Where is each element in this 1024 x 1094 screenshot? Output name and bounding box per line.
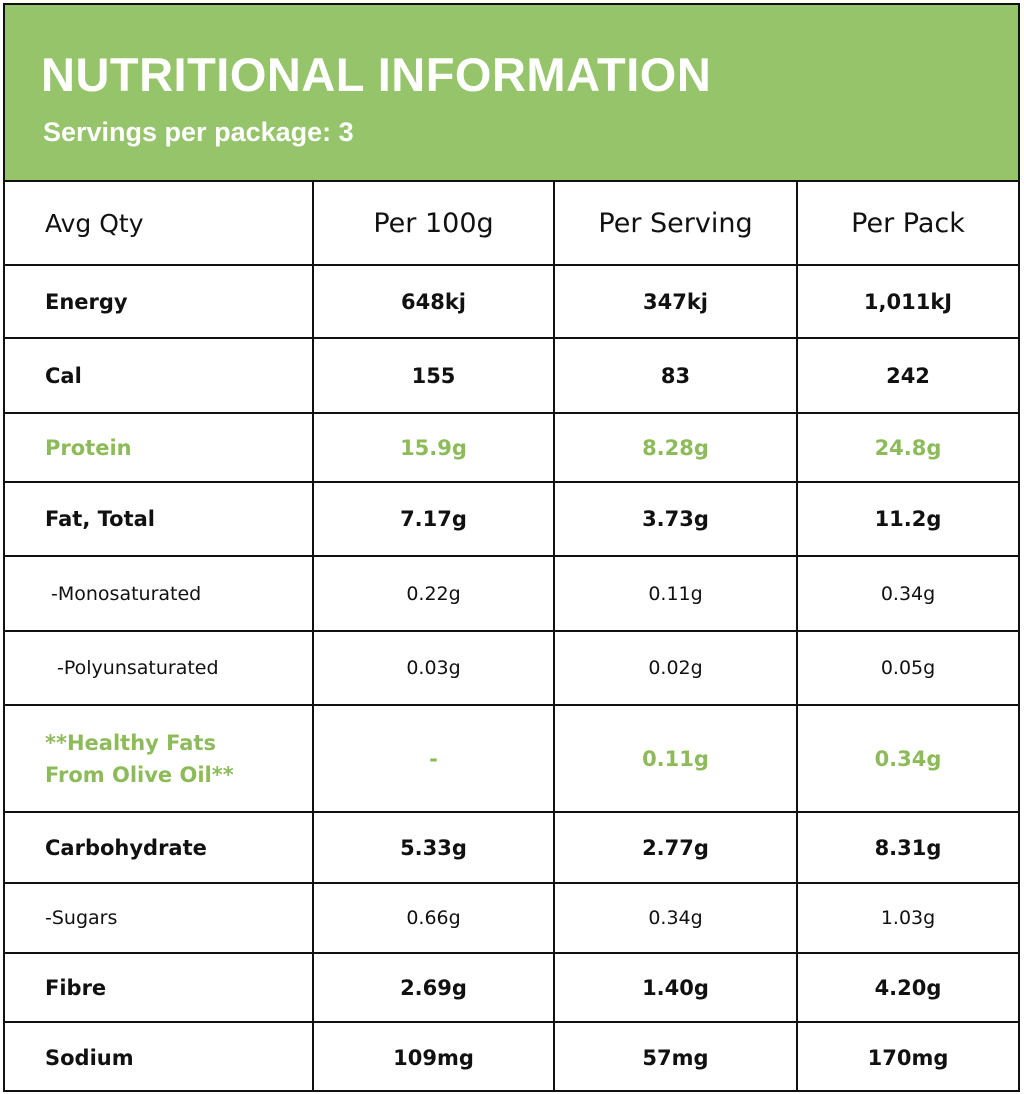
cell: 1,011kJ xyxy=(796,264,1018,339)
row-label: Cal xyxy=(5,337,314,414)
cell: - xyxy=(312,704,555,813)
cell: 1.40g xyxy=(553,952,798,1023)
table-row: Carbohydrate 5.33g 2.77g 8.31g xyxy=(5,811,1018,884)
cell: 242 xyxy=(796,337,1018,414)
column-header: Per Pack xyxy=(796,182,1018,266)
table-row: -Polyunsaturated 0.03g 0.02g 0.05g xyxy=(5,630,1018,706)
cell: 8.31g xyxy=(796,811,1018,884)
cell: 0.66g xyxy=(312,882,555,954)
column-header: Avg Qty xyxy=(5,182,314,266)
table-row: Sodium 109mg 57mg 170mg xyxy=(5,1021,1018,1092)
table-row: Energy 648kj 347kj 1,011kJ xyxy=(5,264,1018,339)
title: NUTRITIONAL INFORMATION xyxy=(41,48,712,101)
cell: 3.73g xyxy=(553,481,798,557)
row-label: Energy xyxy=(5,264,314,339)
cell: 8.28g xyxy=(553,412,798,483)
cell: 170mg xyxy=(796,1021,1018,1092)
cell: 0.02g xyxy=(553,630,798,706)
table-row: Cal 155 83 242 xyxy=(5,337,1018,414)
header-row: Avg Qty Per 100g Per Serving Per Pack xyxy=(5,182,1018,266)
table-row: **Healthy Fats From Olive Oil** -0.11g 0.3… xyxy=(5,704,1018,813)
table-row: -Sugars 0.66g 0.34g 1.03g xyxy=(5,882,1018,954)
cell: 83 xyxy=(553,337,798,414)
row-label: Carbohydrate xyxy=(5,811,314,884)
row-label: **Healthy Fats From Olive Oil** xyxy=(5,704,314,813)
header: NUTRITIONAL INFORMATION Servings per pac… xyxy=(5,5,1018,182)
cell: 0.34g xyxy=(553,882,798,954)
row-label: -Monosaturated xyxy=(5,555,314,632)
row-label: -Polyunsaturated xyxy=(5,630,314,706)
row-label: Sodium xyxy=(5,1021,314,1092)
table-row: Fibre 2.69g 1.40g 4.20g xyxy=(5,952,1018,1023)
cell: 0.03g xyxy=(312,630,555,706)
cell: 1.03g xyxy=(796,882,1018,954)
table-row: Fat, Total 7.17g 3.73g 11.2g xyxy=(5,481,1018,557)
cell: 155 xyxy=(312,337,555,414)
cell: 57mg xyxy=(553,1021,798,1092)
cell: 648kj xyxy=(312,264,555,339)
cell: 0.11g xyxy=(553,555,798,632)
cell: 0.34g xyxy=(796,555,1018,632)
cell: 0.11g xyxy=(553,704,798,813)
cell: 11.2g xyxy=(796,481,1018,557)
nutrition-table: Avg Qty Per 100g Per Serving Per Pack Energy… xyxy=(5,182,1018,1092)
cell: 4.20g xyxy=(796,952,1018,1023)
column-header: Per Serving xyxy=(553,182,798,266)
cell: 0.05g xyxy=(796,630,1018,706)
table-row: -Monosaturated 0.22g 0.11g 0.34g xyxy=(5,555,1018,632)
cell: 0.22g xyxy=(312,555,555,632)
nutrition-panel: NUTRITIONAL INFORMATION Servings per pac… xyxy=(3,3,1020,1092)
subtitle: Servings per package: 3 xyxy=(43,117,354,147)
cell: 109mg xyxy=(312,1021,555,1092)
cell: 2.69g xyxy=(312,952,555,1023)
table-row: Protein 15.9g 8.28g 24.8g xyxy=(5,412,1018,483)
cell: 0.34g xyxy=(796,704,1018,813)
cell: 5.33g xyxy=(312,811,555,884)
row-label: -Sugars xyxy=(5,882,314,954)
cell: 7.17g xyxy=(312,481,555,557)
row-label: Protein xyxy=(5,412,314,483)
cell: 347kj xyxy=(553,264,798,339)
row-label: Fibre xyxy=(5,952,314,1023)
cell: 15.9g xyxy=(312,412,555,483)
cell: 24.8g xyxy=(796,412,1018,483)
cell: 2.77g xyxy=(553,811,798,884)
row-label: Fat, Total xyxy=(5,481,314,557)
column-header: Per 100g xyxy=(312,182,555,266)
